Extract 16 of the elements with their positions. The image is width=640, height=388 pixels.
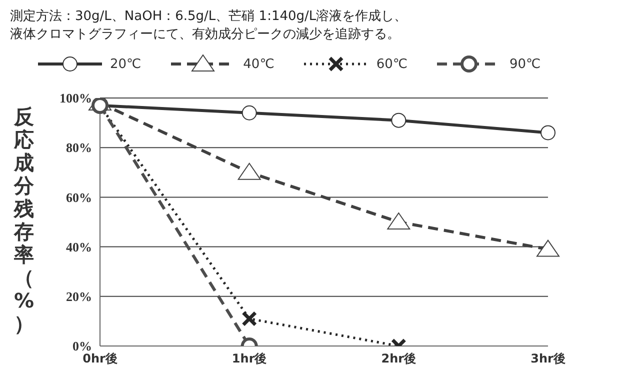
y-tick-label: 100% [60,90,92,106]
y-tick-label: 0% [72,338,92,354]
legend-label: 90℃ [509,56,541,72]
y-tick-label: 80% [66,140,92,156]
x-tick-label: 1hr後 [232,352,267,366]
x-tick-label: 2hr後 [381,352,416,366]
text: 反応成分残存率（%） [14,104,34,336]
x-tick-label: 0hr後 [82,352,118,366]
y-tick-label: 20% [66,289,92,304]
legend-label: 60℃ [376,56,408,72]
chart-title: 測定方法：30g/L、NaOH：6.5g/L、芒硝 1:140g/L溶液を作成し、液体クロマトグラフィーにて、有効成分ピークの減少を追跡する。 [9,8,408,44]
y-tick-label: 60% [66,190,92,205]
legend-label: 20℃ [110,56,142,72]
legend-label: 40℃ [243,56,274,72]
y-tick-label: 40% [66,239,92,254]
x-tick-label: 3hr後 [530,352,566,366]
